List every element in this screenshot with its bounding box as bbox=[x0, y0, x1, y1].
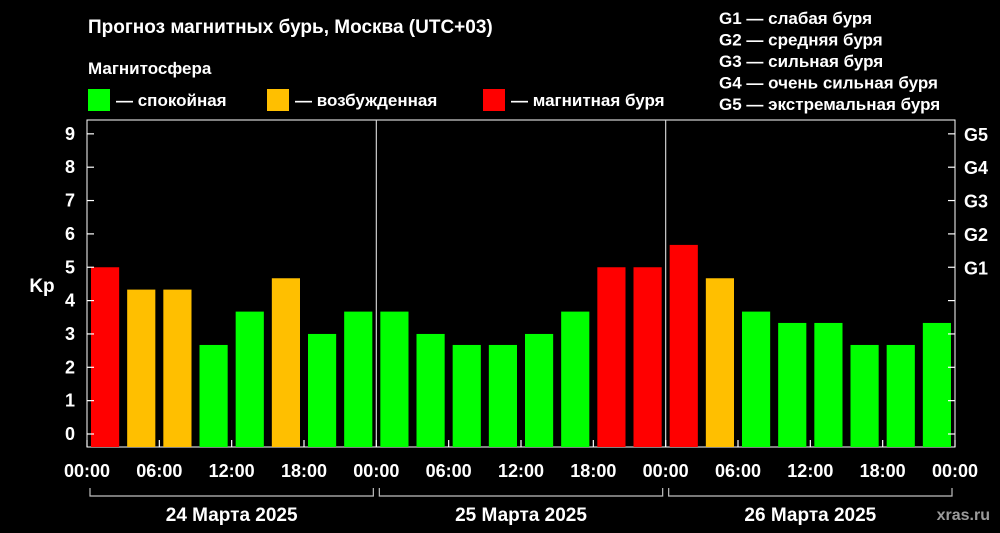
x-tick-label: 18:00 bbox=[860, 461, 906, 481]
x-tick-label: 18:00 bbox=[570, 461, 616, 481]
bar-calm bbox=[778, 322, 807, 447]
g-tick-label: G5 bbox=[964, 125, 988, 145]
x-tick-label: 00:00 bbox=[353, 461, 399, 481]
g-tick-label: G2 bbox=[964, 225, 988, 245]
y-tick-label: 6 bbox=[65, 224, 75, 244]
bar-excited bbox=[705, 278, 734, 447]
bar-calm bbox=[199, 344, 228, 447]
day-bracket bbox=[378, 488, 664, 497]
legend-swatch-excited bbox=[267, 89, 289, 111]
y-tick-label: 2 bbox=[65, 357, 75, 377]
legend-label-calm: — спокойная bbox=[116, 91, 227, 110]
x-tick-label: 06:00 bbox=[136, 461, 182, 481]
bar-calm bbox=[561, 311, 590, 447]
bar-excited bbox=[271, 278, 300, 447]
g-tick-label: G1 bbox=[964, 258, 988, 278]
bar-calm bbox=[850, 344, 879, 447]
g-tick-label: G4 bbox=[964, 158, 988, 178]
bar-calm bbox=[452, 344, 481, 447]
bar-calm bbox=[814, 322, 843, 447]
y-tick-label: 3 bbox=[65, 324, 75, 344]
legend-title: Магнитосфера bbox=[88, 59, 212, 78]
y-axis-label: Kp bbox=[29, 276, 54, 297]
y-tick-label: 8 bbox=[65, 157, 75, 177]
storm-scale-item: G1 — слабая буря bbox=[719, 9, 872, 28]
bar-calm bbox=[416, 333, 445, 447]
watermark: xras.ru bbox=[937, 507, 990, 524]
bar-calm bbox=[742, 311, 771, 447]
storm-scale-item: G4 — очень сильная буря bbox=[719, 74, 938, 93]
x-tick-label: 00:00 bbox=[643, 461, 689, 481]
bar-storm bbox=[669, 244, 698, 447]
day-label: 26 Марта 2025 bbox=[744, 505, 876, 526]
y-tick-label: 9 bbox=[65, 124, 75, 144]
bar-excited bbox=[163, 289, 192, 447]
legend-label-excited: — возбужденная bbox=[295, 91, 437, 110]
bar-calm bbox=[380, 311, 409, 447]
bar-calm bbox=[922, 322, 951, 447]
storm-scale-item: G3 — сильная буря bbox=[719, 52, 883, 71]
x-tick-label: 18:00 bbox=[281, 461, 327, 481]
y-tick-label: 1 bbox=[65, 391, 75, 411]
x-tick-label: 00:00 bbox=[932, 461, 978, 481]
x-tick-label: 12:00 bbox=[787, 461, 833, 481]
bar-calm bbox=[886, 344, 915, 447]
bar-storm bbox=[597, 267, 626, 447]
day-bracket bbox=[668, 488, 953, 497]
day-label: 25 Марта 2025 bbox=[455, 505, 587, 526]
bar-calm bbox=[235, 311, 264, 447]
bar-calm bbox=[308, 333, 337, 447]
x-tick-label: 12:00 bbox=[209, 461, 255, 481]
x-tick-label: 06:00 bbox=[426, 461, 472, 481]
bar-calm bbox=[525, 333, 554, 447]
g-tick-label: G3 bbox=[964, 192, 988, 212]
legend-swatch-calm bbox=[88, 89, 110, 111]
x-tick-label: 12:00 bbox=[498, 461, 544, 481]
chart-title: Прогноз магнитных бурь, Москва (UTC+03) bbox=[88, 17, 493, 38]
bar-calm bbox=[488, 344, 517, 447]
storm-scale-item: G2 — средняя буря bbox=[719, 31, 883, 50]
y-tick-label: 4 bbox=[65, 291, 75, 311]
legend: — спокойная — возбужденная — магнитная бур… bbox=[88, 89, 665, 111]
bar-excited bbox=[127, 289, 156, 447]
day-label: 24 Марта 2025 bbox=[166, 505, 298, 526]
x-tick-label: 06:00 bbox=[715, 461, 761, 481]
legend-label-storm: — магнитная буря bbox=[511, 91, 665, 110]
bar-storm bbox=[91, 267, 120, 447]
storm-scale-item: G5 — экстремальная буря bbox=[719, 95, 940, 114]
x-tick-label: 00:00 bbox=[64, 461, 110, 481]
plot-area: 0 1 2 3 4 5 6 7 8 9 G1 G2 G3 G4 G5 00:00 06:00 12:00 18:00… bbox=[64, 119, 988, 526]
y-tick-label: 5 bbox=[65, 257, 75, 277]
bar-storm bbox=[633, 267, 662, 447]
y-tick-label: 0 bbox=[65, 424, 75, 444]
storm-scale-list: G1 — слабая буря G2 — средняя буря G3 — си… bbox=[719, 9, 940, 114]
legend-swatch-storm bbox=[483, 89, 505, 111]
bar-calm bbox=[344, 311, 373, 447]
y-tick-label: 7 bbox=[65, 191, 75, 211]
day-bracket bbox=[89, 488, 374, 497]
